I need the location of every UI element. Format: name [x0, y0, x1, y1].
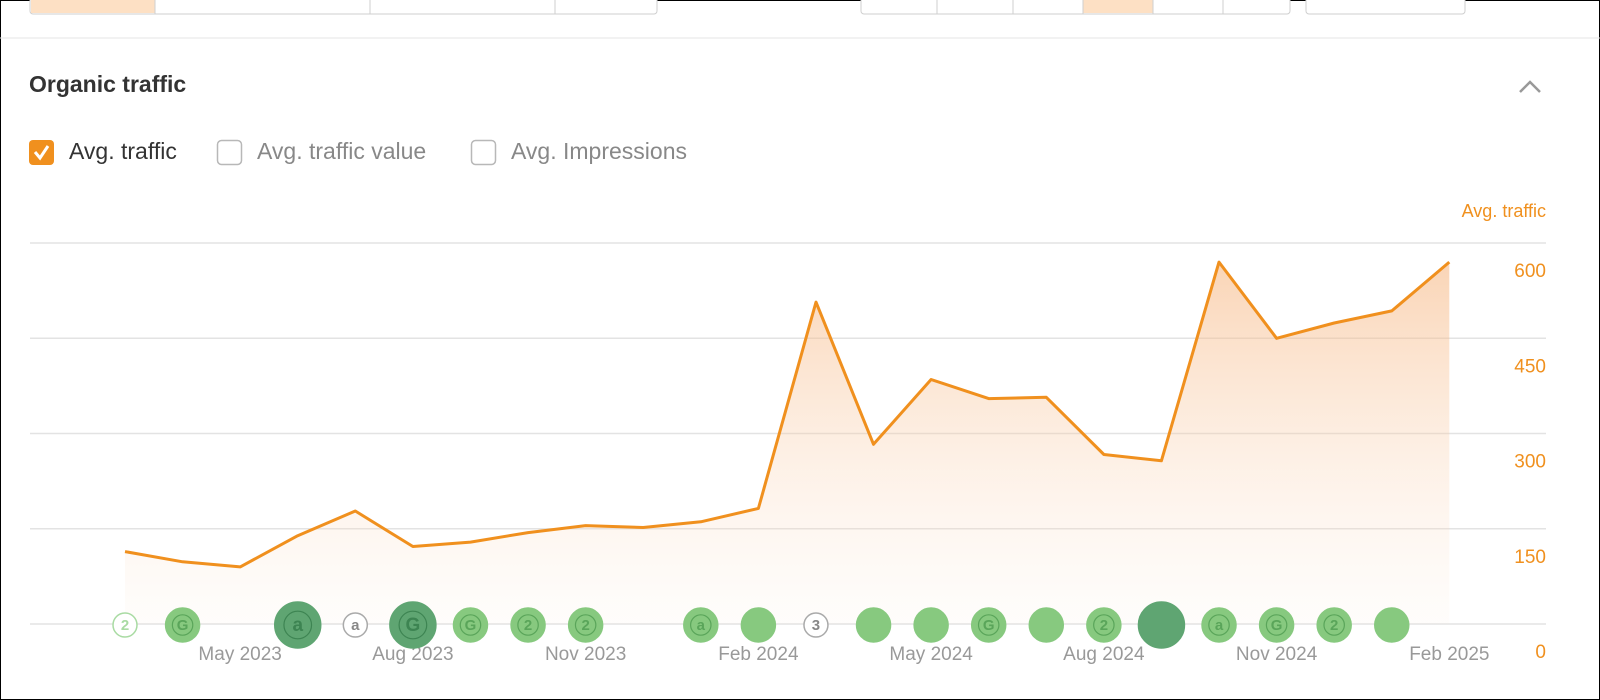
update-marker-label: a [292, 615, 303, 636]
update-marker[interactable] [855, 607, 892, 643]
update-marker[interactable] [1086, 607, 1122, 643]
update-marker[interactable] [683, 607, 719, 643]
update-marker[interactable] [1258, 607, 1295, 643]
y-tick-label: 300 [1514, 452, 1546, 473]
update-marker-label: 2 [524, 617, 532, 634]
y-tick-label: 600 [1514, 261, 1546, 282]
y-axis-title: Avg. traffic [1462, 201, 1546, 221]
update-marker[interactable] [567, 607, 604, 643]
metric-toggles: Avg. traffic Avg. traffic value Avg. Impre… [29, 138, 687, 166]
x-tick-label: Aug 2023 [372, 644, 453, 665]
marker-ring [283, 610, 313, 640]
update-marker-label: G [1271, 617, 1283, 634]
update-marker[interactable] [803, 612, 829, 638]
check-mark [33, 145, 50, 161]
update-marker-label: a [1215, 617, 1224, 634]
checkbox-label[interactable]: Avg. traffic value [257, 138, 426, 164]
update-marker[interactable] [510, 607, 546, 643]
update-marker-label: 2 [121, 617, 129, 634]
update-marker[interactable] [273, 601, 322, 649]
marker-ring [574, 614, 597, 636]
x-tick-label: May 2023 [198, 644, 281, 665]
y-tick-label: 450 [1514, 356, 1546, 377]
collapse-button[interactable] [1519, 80, 1541, 93]
marker-ring [1265, 614, 1288, 636]
x-tick-label: Feb 2025 [1409, 644, 1489, 665]
x-tick-label: Nov 2024 [1236, 644, 1318, 665]
marker-ring [517, 614, 539, 636]
range-active[interactable] [1083, 0, 1153, 13]
toolbar [29, 0, 1466, 15]
checkbox[interactable] [216, 139, 243, 166]
update-marker[interactable] [1374, 607, 1410, 643]
update-marker-label: 2 [1330, 617, 1338, 634]
update-marker-label: G [406, 615, 421, 636]
checkbox[interactable] [470, 139, 497, 166]
update-marker[interactable] [1201, 607, 1237, 643]
update-marker[interactable] [913, 607, 949, 643]
update-marker-label: 3 [812, 617, 820, 634]
update-marker[interactable] [164, 607, 201, 643]
update-marker-label: a [697, 617, 706, 634]
traffic-line [124, 260, 1451, 569]
marker-ring [398, 610, 428, 640]
area-fill [125, 262, 1450, 624]
update-marker[interactable] [1316, 607, 1352, 643]
plot: 0 150 300 450 600 May 2023 Aug 2023 Nov 2023 Feb… [30, 242, 1546, 665]
dropdown[interactable] [1305, 0, 1466, 15]
x-tick-label: Nov 2023 [545, 644, 626, 665]
update-marker-label: G [177, 617, 189, 634]
x-tick-label: May 2024 [889, 644, 973, 665]
marker-ring [459, 614, 482, 636]
update-marker[interactable] [342, 612, 369, 638]
y-tick-label: 0 [1535, 642, 1546, 663]
tab-group[interactable] [29, 0, 658, 15]
y-tick-label: 150 [1514, 547, 1546, 568]
marker-ring [977, 614, 1000, 636]
update-marker[interactable] [1137, 601, 1186, 649]
marker-ring [171, 614, 194, 636]
update-marker-label: 2 [1100, 617, 1108, 634]
update-marker-label: G [465, 617, 477, 634]
marker-ring [1208, 614, 1230, 636]
update-marker-label: a [351, 617, 360, 634]
checkbox-checked[interactable] [29, 140, 54, 165]
update-marker[interactable] [1028, 607, 1065, 643]
marker-ring [689, 614, 712, 636]
marker-ring [1093, 614, 1115, 636]
section-title: Organic traffic [29, 71, 186, 97]
marker-ring [1323, 614, 1345, 636]
checkbox-label[interactable]: Avg. Impressions [511, 138, 687, 164]
update-marker[interactable] [970, 607, 1007, 643]
update-marker-label: 2 [581, 617, 589, 634]
update-marker[interactable] [389, 601, 437, 649]
x-tick-label: Feb 2024 [718, 644, 799, 665]
checkbox-label[interactable]: Avg. traffic [69, 138, 177, 164]
x-tick-label: Aug 2024 [1063, 644, 1145, 665]
update-marker[interactable] [452, 607, 489, 643]
range-group[interactable] [860, 0, 1291, 15]
update-marker-label: G [983, 617, 995, 634]
update-marker[interactable] [112, 612, 138, 638]
tab-active[interactable] [31, 0, 155, 13]
update-marker[interactable] [740, 607, 777, 643]
